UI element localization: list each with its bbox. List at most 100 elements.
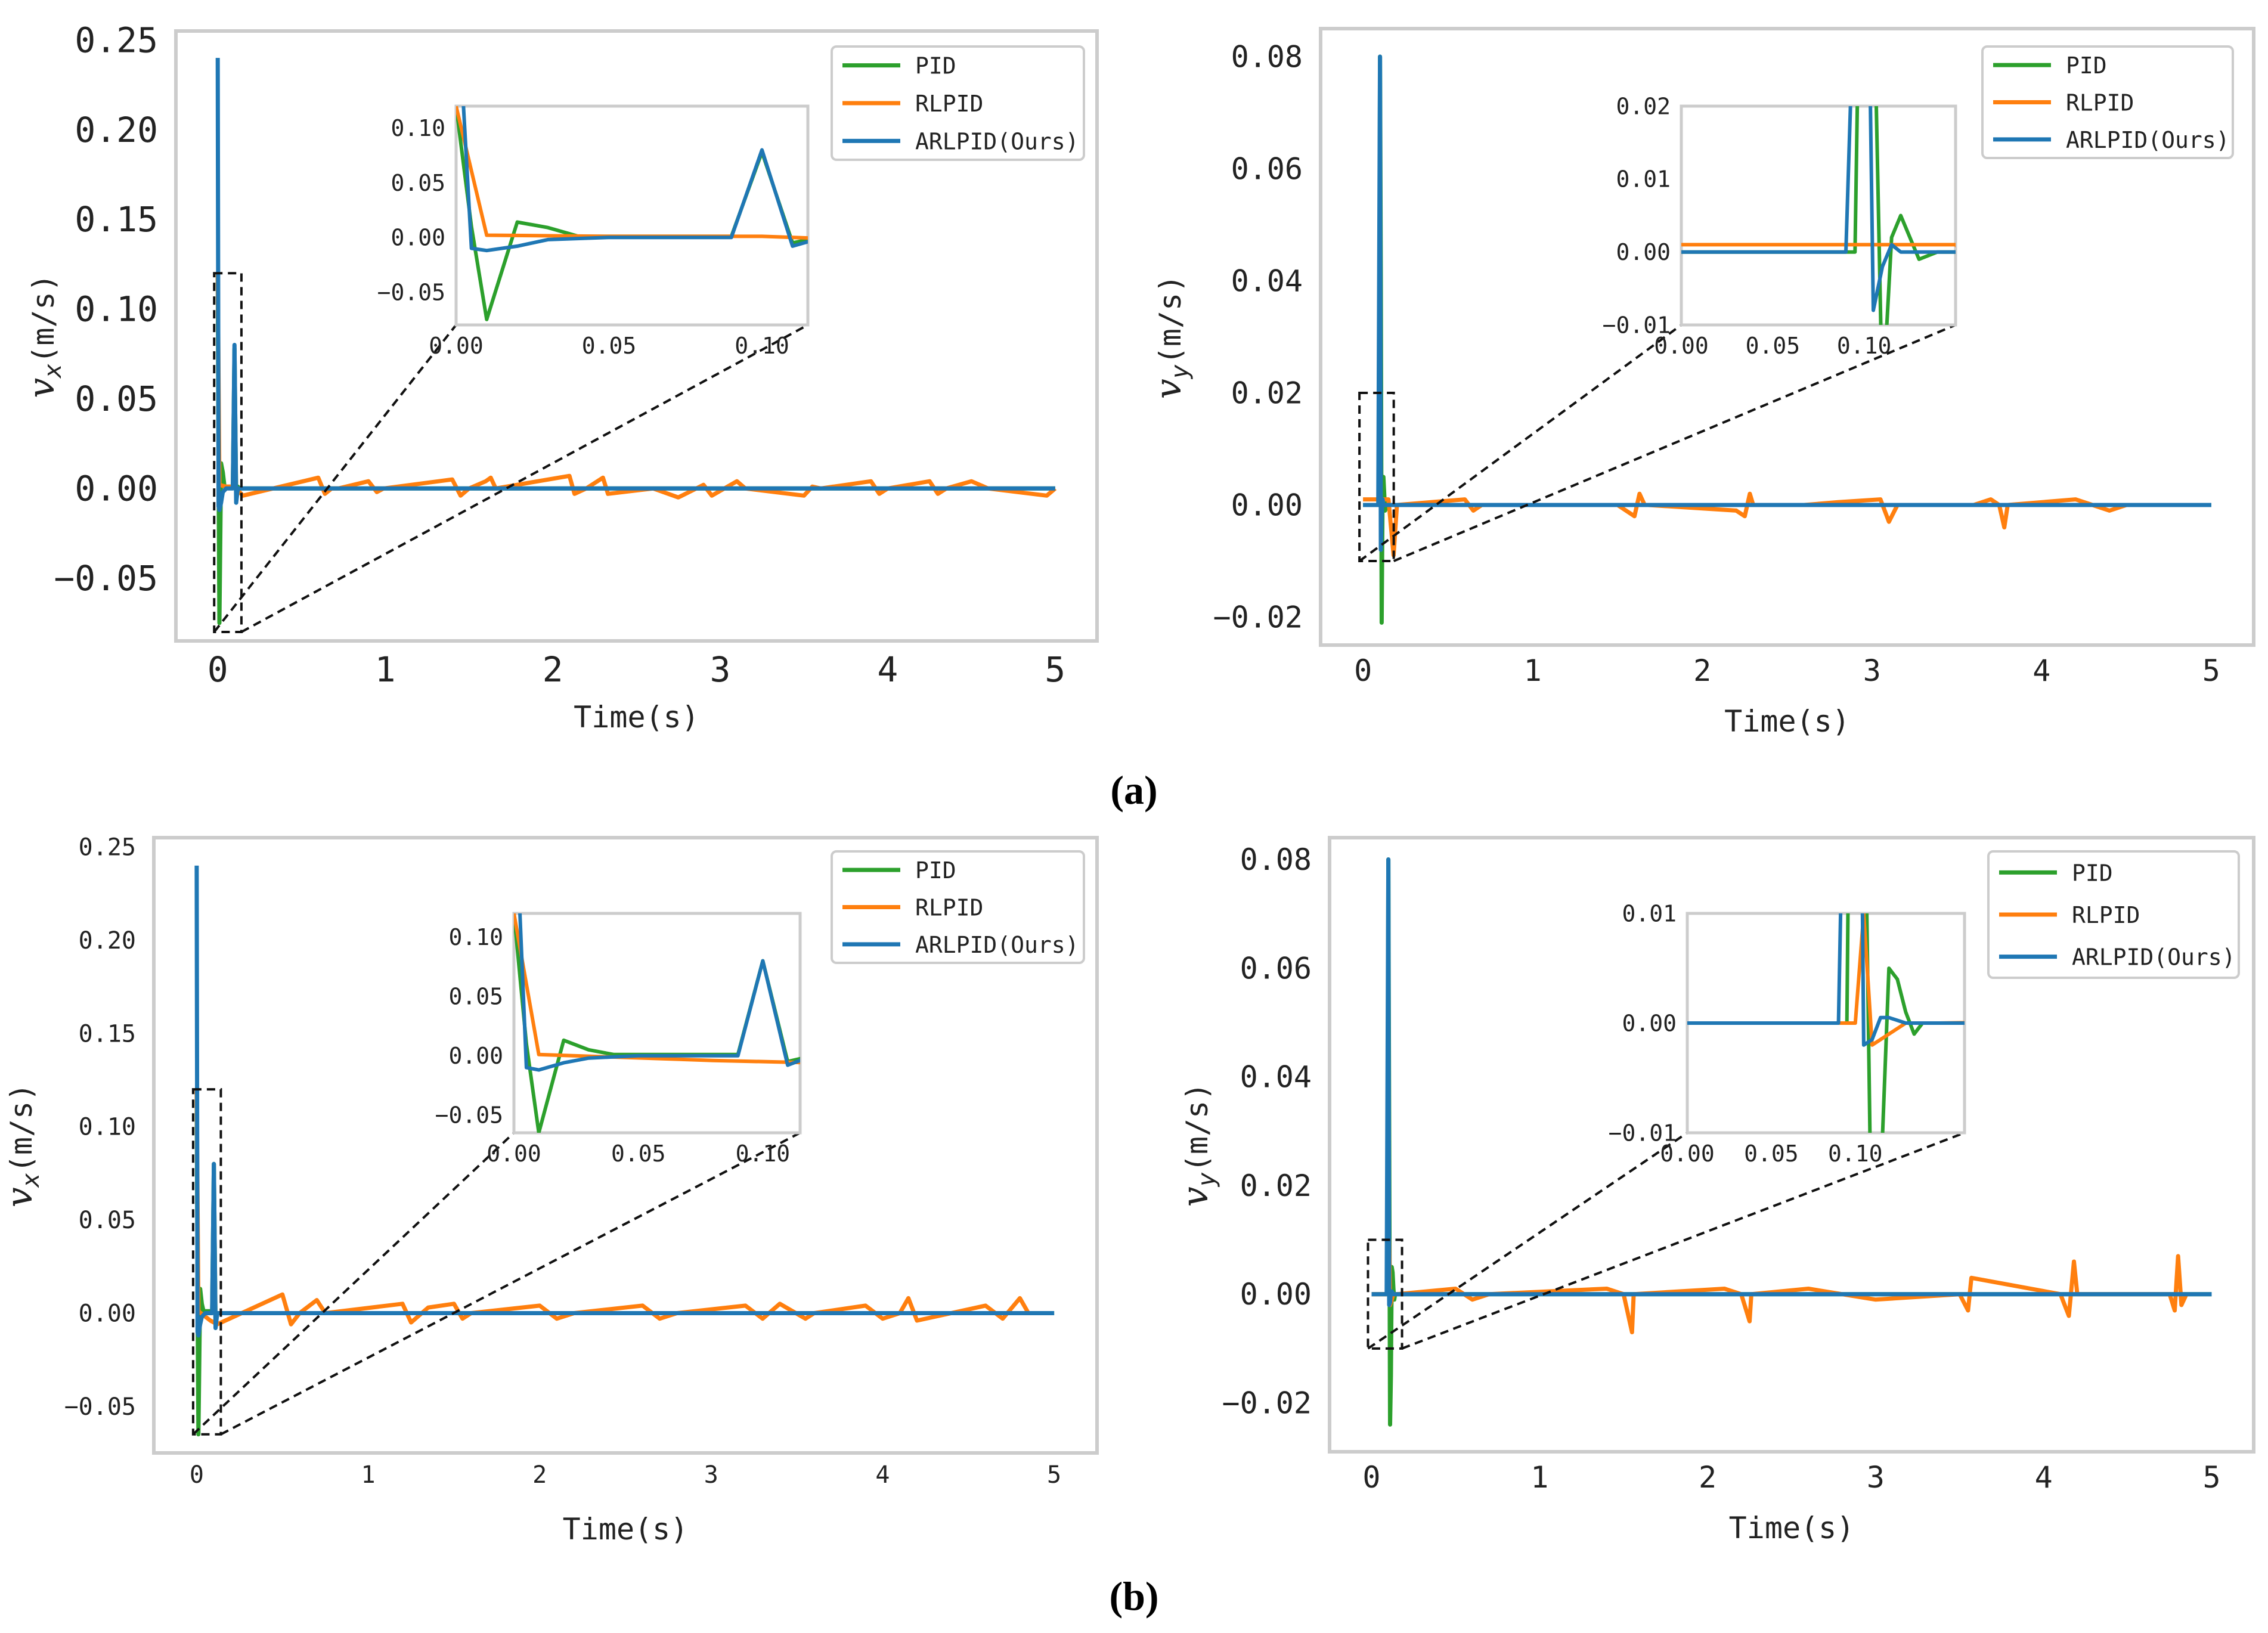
inset-x-tick-label: 0.05 (1746, 333, 1801, 359)
legend-label: RLPID (2066, 90, 2134, 116)
inset-frame (1680, 104, 1957, 327)
chart-b-left: 0 1 2 3 4 5 −0.05 0.00 0.05 0.10 0.15 0.20 0.25 Time(… (0, 834, 1099, 1547)
plot-frame (1328, 836, 2255, 1454)
series-line-arlpidours (1363, 54, 2211, 552)
y-tick-label: 0.02 (1240, 1169, 1312, 1203)
y-tick-label: 0.02 (1231, 376, 1303, 411)
y-tick-label: 0.08 (1240, 842, 1312, 877)
inset-y-tick-label: 0.01 (1622, 900, 1677, 926)
legend-label: RLPID (915, 91, 983, 117)
x-tick-label: 0 (1354, 653, 1372, 688)
inset-plot: 0.00 0.05 0.10−0.010.000.01 (1609, 900, 1966, 1167)
inset-x-tick-label: 0.00 (1660, 1141, 1715, 1167)
y-tick-label: 0.10 (75, 289, 158, 330)
zoom-connector-line (1401, 1132, 1965, 1350)
y-tick-label: −0.02 (1213, 600, 1303, 635)
x-axis-label: Time(s) (574, 700, 699, 735)
x-tick-label: 0 (207, 649, 228, 690)
inset-y-tick-label: 0.00 (1622, 1010, 1677, 1036)
legend-label: PID (2072, 860, 2113, 886)
x-axis-label: Time(s) (563, 1512, 689, 1547)
y-tick-label: −0.05 (54, 558, 158, 599)
y-tick-label: 0.05 (75, 379, 158, 419)
zoom-connector-line (240, 324, 808, 633)
zoom-connector-line (213, 324, 457, 633)
inset-plot: 0.00 0.05 0.10−0.010.000.010.02 (1603, 93, 1957, 359)
zoom-rectangle (213, 272, 243, 633)
inset-y-tick-label: 0.00 (1616, 239, 1671, 265)
inset-frame (512, 912, 802, 1135)
inset-y-tick-label: −0.05 (435, 1102, 503, 1128)
inset-y-tick-label: −0.01 (1609, 1120, 1677, 1146)
legend-label: RLPID (915, 895, 983, 921)
inset-series-line-pid (514, 913, 800, 1133)
inset-y-tick-label: 0.10 (448, 924, 503, 950)
zoom-connector-line (220, 1132, 801, 1436)
y-tick-label: 0.04 (1240, 1060, 1312, 1095)
y-tick-label: 0.25 (75, 20, 158, 60)
chart-a-left: 0 1 2 3 4 5 −0.05 0.00 0.05 0.10 0.15 0.20 0.25 Time(… (21, 20, 1099, 735)
x-tick-label: 3 (1867, 1460, 1885, 1495)
inset-x-tick-label: 0.05 (1744, 1141, 1799, 1167)
x-tick-label: 1 (1524, 653, 1542, 688)
legend-frame (1987, 850, 2240, 979)
inset-x-tick-label: 0.00 (429, 333, 484, 359)
x-tick-label: 3 (1863, 653, 1881, 688)
chart-a-right: 0 1 2 3 4 5 −0.02 0.00 0.02 0.04 0.06 0.08 Time(s) vy… (1148, 27, 2255, 739)
inset-y-tick-label: 0.10 (391, 115, 445, 141)
inset-y-tick-label: 0.02 (1616, 93, 1671, 119)
legend-label: PID (2066, 52, 2107, 79)
legend-label: PID (915, 857, 956, 884)
plot-frame (1319, 27, 2255, 647)
x-tick-label: 0 (190, 1461, 204, 1489)
series-line-rlpid (1371, 1238, 2189, 1334)
x-tick-label: 5 (1045, 649, 1065, 690)
y-tick-label: 0.06 (1240, 951, 1312, 986)
y-tick-label: 0.20 (75, 110, 158, 150)
y-axis-label: vy(m/s) (1175, 1083, 1220, 1207)
legend-label: ARLPID(Ours) (915, 932, 1079, 958)
y-tick-label: 0.08 (1231, 40, 1303, 75)
legend-label: ARLPID(Ours) (915, 128, 1079, 154)
inset-y-tick-label: 0.05 (448, 984, 503, 1010)
y-tick-label: −0.05 (64, 1393, 136, 1421)
series-line-arlpidours (215, 58, 1055, 512)
inset-x-tick-label: 0.10 (1828, 1141, 1883, 1167)
inset-frame (454, 104, 810, 327)
legend: PID RLPID ARLPID(Ours) (1981, 45, 2234, 159)
y-axis-label: vx(m/s) (0, 1083, 45, 1208)
zoom-rectangle (1367, 1238, 1403, 1350)
inset-x-tick-label: 0.10 (1837, 333, 1892, 359)
inset-series-line-arlpidours (518, 913, 800, 1072)
inset-x-tick-label: 0.00 (487, 1141, 541, 1167)
zoom-connector-line (192, 1132, 515, 1436)
x-tick-label: 3 (704, 1461, 718, 1489)
inset-series-line-pid (1681, 106, 1956, 325)
inset-series-line-arlpidours (461, 106, 808, 253)
legend-label: ARLPID(Ours) (2072, 944, 2236, 971)
x-tick-label: 1 (375, 649, 396, 690)
inset-plot: 0.00 0.05 0.10 −0.05 0.00 0.05 0.10 (435, 912, 802, 1167)
x-tick-label: 4 (877, 649, 898, 690)
inset-series-line-arlpidours (1687, 913, 1965, 1047)
inset-y-tick-label: 0.05 (391, 170, 445, 196)
x-tick-label: 5 (2202, 1460, 2220, 1495)
x-tick-label: 5 (2202, 653, 2220, 688)
x-tick-label: 4 (875, 1461, 890, 1489)
legend-frame (1981, 45, 2234, 159)
inset-y-tick-label: 0.01 (1616, 166, 1671, 193)
y-tick-label: 0.04 (1231, 264, 1303, 299)
inset-x-tick-label: 0.05 (611, 1141, 666, 1167)
inset-y-tick-label: −0.01 (1603, 312, 1671, 338)
inset-x-tick-label: 0.05 (582, 333, 637, 359)
y-tick-label: 0.10 (79, 1114, 136, 1141)
inset-y-tick-label: 0.00 (391, 225, 445, 251)
inset-x-tick-label: 0.00 (1654, 333, 1709, 359)
zoom-rectangle (191, 1088, 222, 1436)
legend-frame (831, 45, 1085, 161)
y-tick-label: 0.25 (79, 834, 136, 862)
y-tick-label: 0.00 (75, 469, 158, 509)
y-tick-label: −0.02 (1222, 1386, 1312, 1420)
y-tick-label: 0.15 (79, 1020, 136, 1048)
